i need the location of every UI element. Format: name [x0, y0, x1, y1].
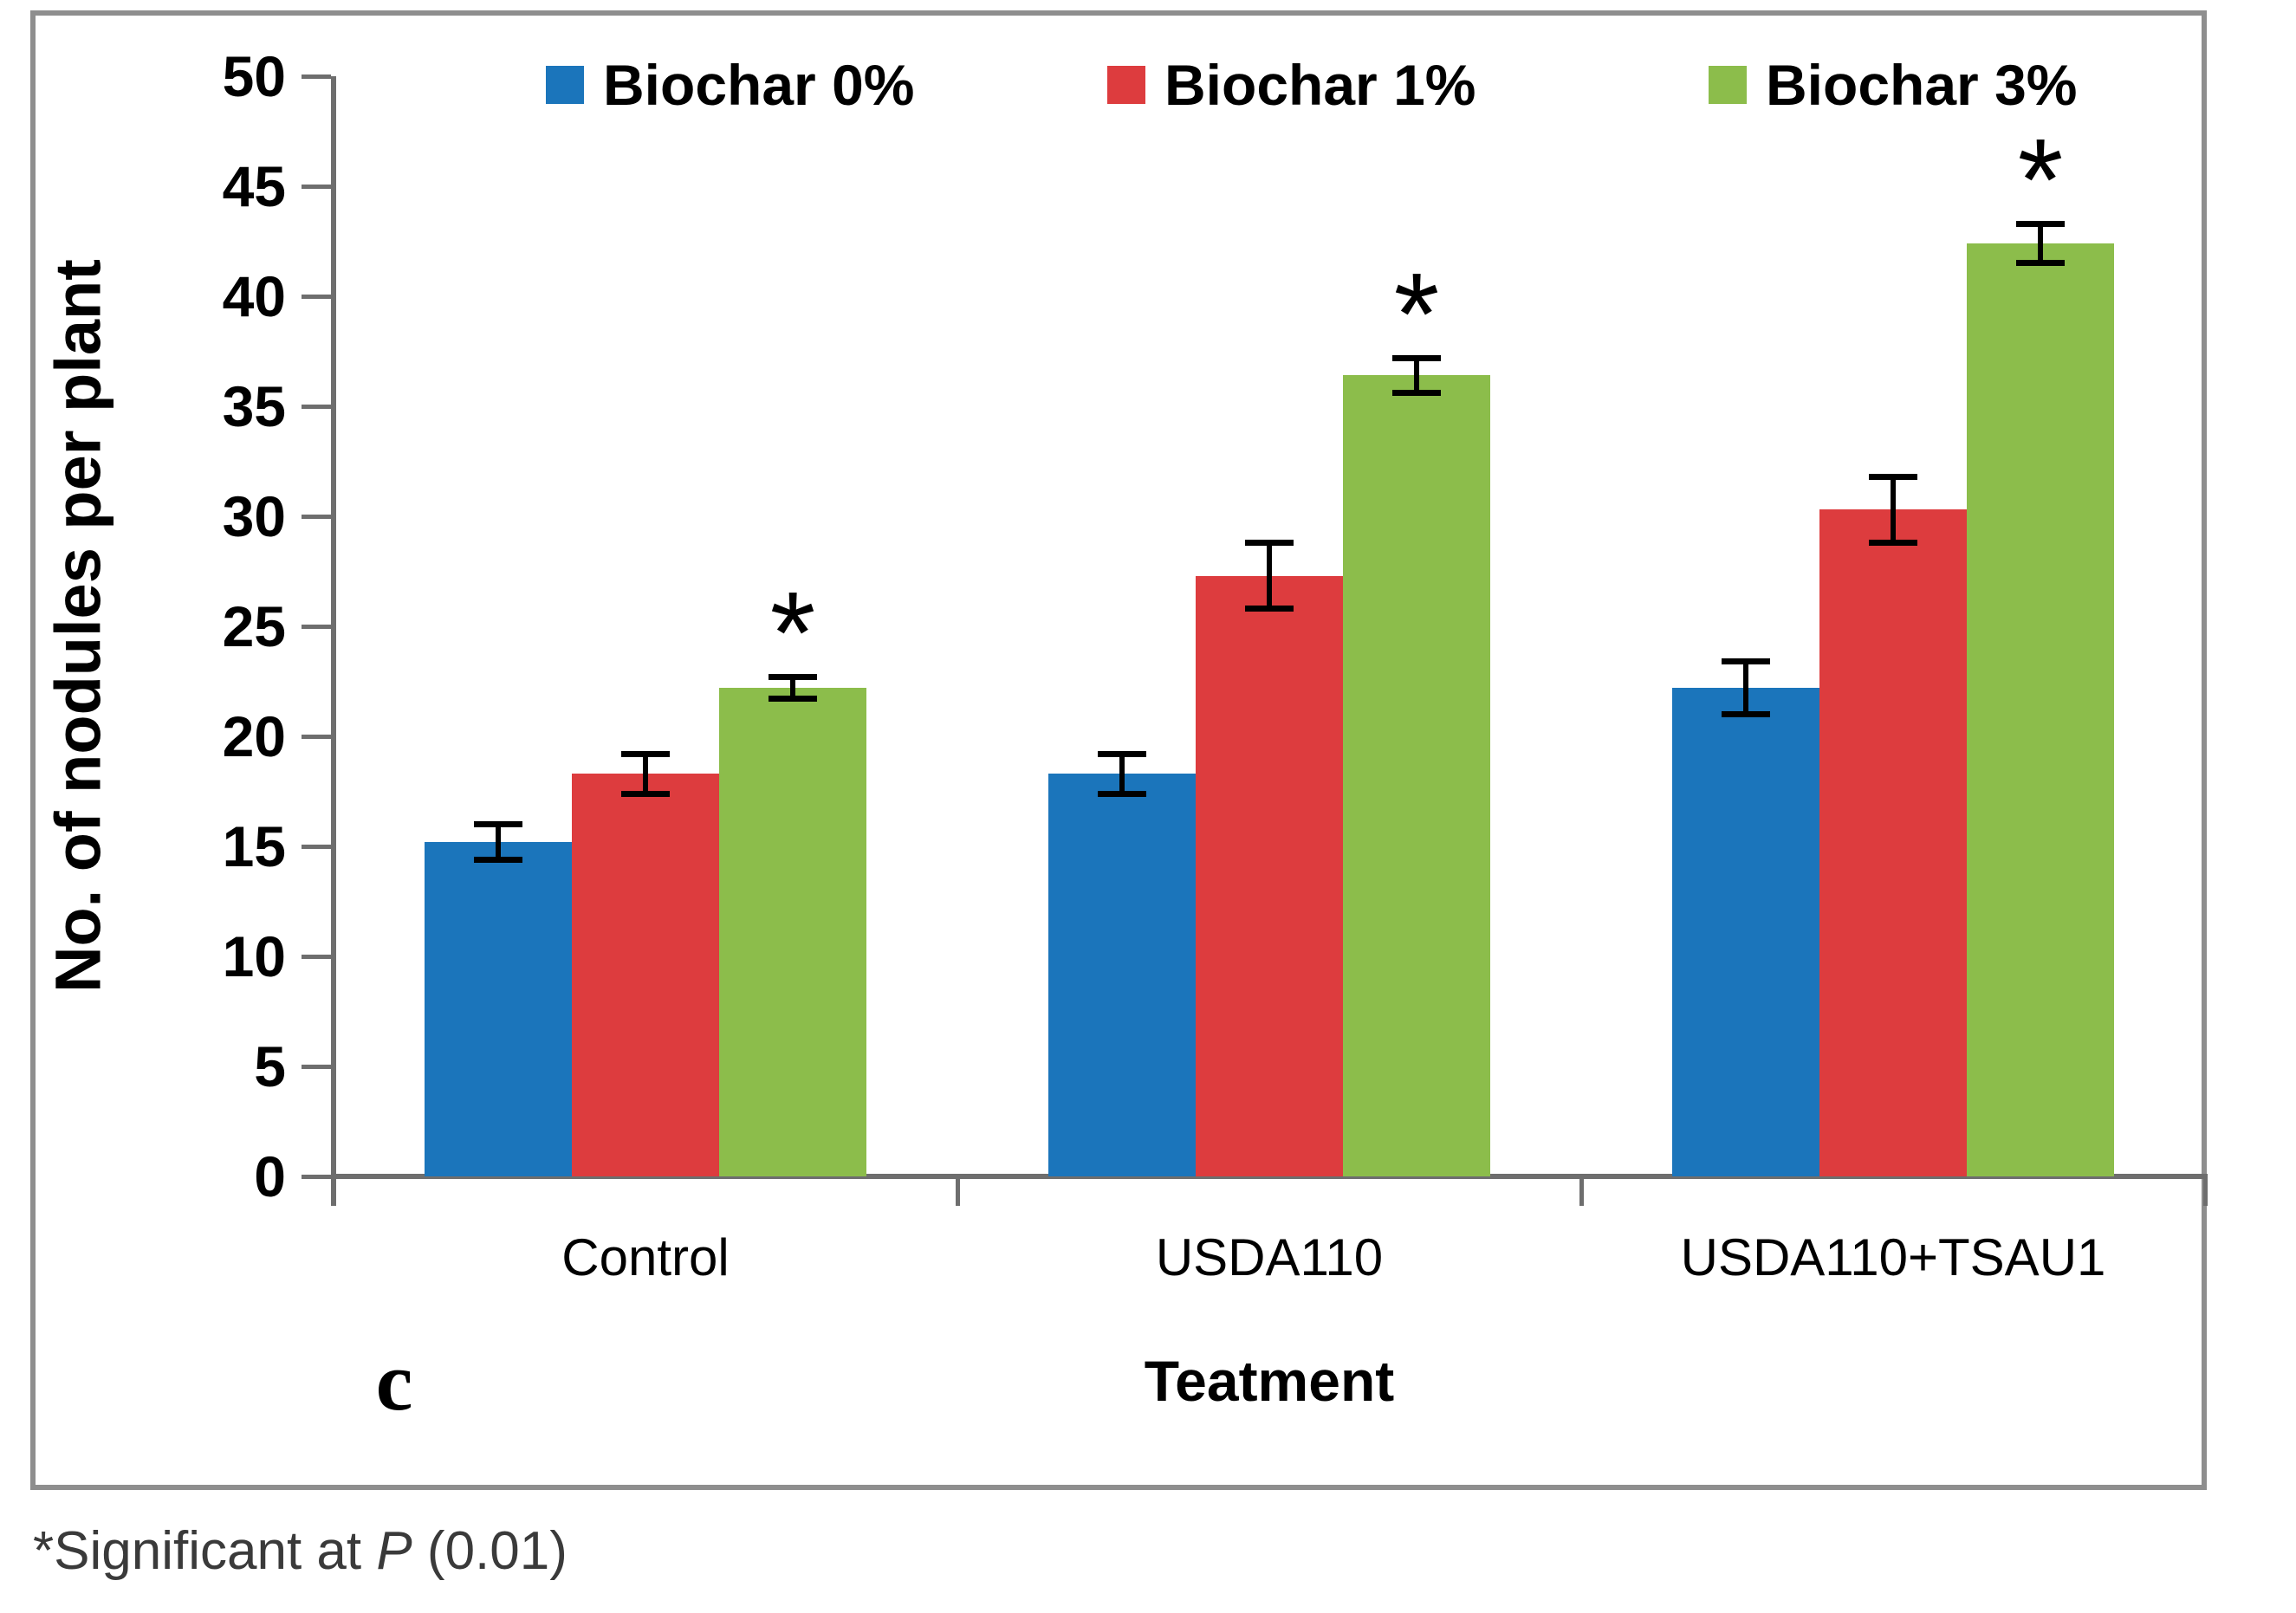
y-axis-tick-0	[302, 1175, 331, 1179]
error-bar-cap-top	[769, 673, 817, 680]
y-axis-tick-20	[302, 735, 331, 739]
y-axis-tick-30	[302, 515, 331, 519]
legend-item-biochar-0: Biochar 0%	[546, 53, 915, 117]
legend-item-biochar-1: Biochar 1%	[1107, 53, 1476, 117]
x-axis-tick	[331, 1176, 336, 1206]
bar-usda110-biochar-3: *	[1343, 256, 1490, 1176]
y-tick-label-0: 0	[254, 1144, 286, 1208]
x-axis-tick	[1579, 1176, 1584, 1206]
error-bar-cap-bottom	[1392, 390, 1441, 397]
error-bar-cap-bottom	[2016, 260, 2065, 267]
legend-label-biochar-1: Biochar 1%	[1164, 53, 1476, 117]
error-bar-cap-bottom	[1722, 711, 1770, 718]
error-bar-cap-top	[474, 821, 522, 828]
y-axis-tick-40	[302, 295, 331, 299]
bar-group-control: *	[334, 76, 957, 1176]
x-category-label-control: Control	[561, 1228, 730, 1286]
x-axis-tick	[955, 1176, 960, 1206]
y-tick-label-35: 35	[222, 374, 286, 438]
y-axis-tick-35	[302, 405, 331, 409]
x-axis-line	[331, 1174, 2208, 1179]
x-category-label-usda110: USDA110	[1155, 1228, 1384, 1286]
x-axis-tick	[2202, 1176, 2208, 1206]
x-axis-title: Teatment	[1144, 1349, 1395, 1413]
bar-control-biochar-0	[425, 821, 572, 1176]
error-bar-cap-top	[1722, 658, 1770, 665]
legend-swatch-biochar-1	[1107, 66, 1145, 104]
error-bar-line	[790, 677, 795, 699]
significance-asterisk: *	[2017, 114, 2064, 246]
error-bar-line	[1119, 754, 1125, 794]
error-bar-line	[496, 824, 501, 860]
legend-swatch-biochar-3	[1709, 66, 1747, 104]
y-tick-label-10: 10	[222, 924, 286, 988]
y-axis-tick-10	[302, 955, 331, 959]
y-axis-tick-45	[302, 185, 331, 189]
error-bar-cap-bottom	[621, 790, 670, 797]
y-axis-tick-15	[302, 845, 331, 849]
error-bar-cap-bottom	[769, 696, 817, 703]
y-tick-label-15: 15	[222, 814, 286, 878]
error-bar-cap-top	[2016, 220, 2065, 227]
bar-group-usda110: *	[957, 76, 1581, 1176]
plot-area: 0 5 10 15 20 25 30 35 40 45 50 * * *	[223, 44, 2208, 1208]
legend-label-biochar-0: Biochar 0%	[603, 53, 915, 117]
error-bar-cap-top	[1098, 750, 1146, 757]
y-tick-label-40: 40	[222, 264, 286, 328]
footnote-prefix: *Significant at	[33, 1521, 377, 1581]
error-bar-line	[1891, 476, 1896, 543]
error-bar-cap-top	[621, 750, 670, 757]
y-axis-title: No. of nodules per plant	[42, 259, 114, 994]
error-bar-line	[2038, 223, 2043, 263]
legend-label-biochar-3: Biochar 3%	[1766, 53, 2078, 117]
panel-letter: c	[375, 1335, 413, 1428]
error-bar-cap-top	[1392, 354, 1441, 361]
error-bar-line	[1414, 358, 1419, 393]
legend-item-biochar-3: Biochar 3%	[1709, 53, 2078, 117]
error-bar-cap-bottom	[1098, 790, 1146, 797]
bar-usda110-biochar-0	[1048, 750, 1196, 1176]
y-axis-tick-5	[302, 1065, 331, 1069]
x-category-labels: Control USDA110 USDA110+TSAU1	[334, 1223, 2205, 1292]
bar-groups: * * *	[334, 76, 2205, 1176]
error-bar-line	[643, 754, 648, 794]
error-bar-cap-bottom	[474, 856, 522, 863]
error-bar-cap-bottom	[1245, 606, 1294, 612]
significance-asterisk: *	[1393, 249, 1440, 380]
footnote-p-italic: P	[376, 1521, 412, 1581]
bar-usda110-tsau1-biochar-0	[1672, 658, 1819, 1176]
footnote: *Significant at P (0.01)	[33, 1518, 568, 1585]
error-bar-line	[1267, 542, 1272, 609]
bar-usda110-tsau1-biochar-3: *	[1967, 121, 2114, 1176]
y-tick-label-50: 50	[222, 44, 286, 108]
bar-control-biochar-1	[572, 750, 719, 1176]
bar-usda110-tsau1-biochar-1	[1819, 473, 1967, 1176]
bar-group-usda110-tsau1: *	[1581, 76, 2205, 1176]
significance-asterisk: *	[769, 567, 816, 699]
y-axis-tick-25	[302, 625, 331, 629]
error-bar-cap-top	[1245, 540, 1294, 546]
y-tick-label-45: 45	[222, 154, 286, 218]
y-tick-label-5: 5	[254, 1034, 286, 1098]
x-category-label-usda110-tsau1: USDA110+TSAU1	[1680, 1228, 2106, 1286]
legend-swatch-biochar-0	[546, 66, 584, 104]
y-tick-label-20: 20	[222, 704, 286, 768]
error-bar-cap-bottom	[1869, 539, 1917, 546]
bar-control-biochar-3: *	[719, 574, 866, 1176]
footnote-suffix: (0.01)	[412, 1521, 568, 1581]
y-tick-label-25: 25	[222, 594, 286, 658]
error-bar-cap-top	[1869, 473, 1917, 480]
error-bar-line	[1743, 661, 1748, 715]
y-axis-tick-50	[302, 74, 331, 79]
y-axis-line	[331, 76, 336, 1206]
bar-usda110-biochar-1	[1196, 540, 1343, 1176]
y-tick-label-30: 30	[222, 484, 286, 548]
